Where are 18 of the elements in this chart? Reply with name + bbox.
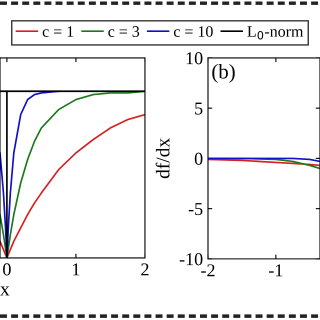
legend-label: c = 1: [42, 26, 74, 37]
y-tick-label: 10: [186, 52, 202, 64]
x-tick-label: 1: [73, 263, 80, 276]
y-tick-label: -10: [180, 253, 202, 266]
legend-label: c = 3: [108, 26, 140, 37]
x-axis-title: x: [0, 286, 10, 296]
annotation: (b): [212, 64, 235, 83]
x-tick-label: -1: [269, 264, 282, 276]
x-tick-label: -2: [201, 264, 215, 276]
legend-label: L$_{0}$-norm: [247, 26, 304, 40]
x-tick-label: 0: [3, 263, 11, 276]
y-axis-title: df/dx: [156, 138, 170, 178]
y-tick-label: 0: [194, 152, 202, 165]
line-series: [208, 158, 320, 166]
x-tick-label: 2: [141, 263, 148, 276]
y-tick-label: 5: [195, 102, 202, 115]
y-tick-label: -5: [188, 203, 202, 216]
legend-label: c = 10: [174, 26, 213, 37]
